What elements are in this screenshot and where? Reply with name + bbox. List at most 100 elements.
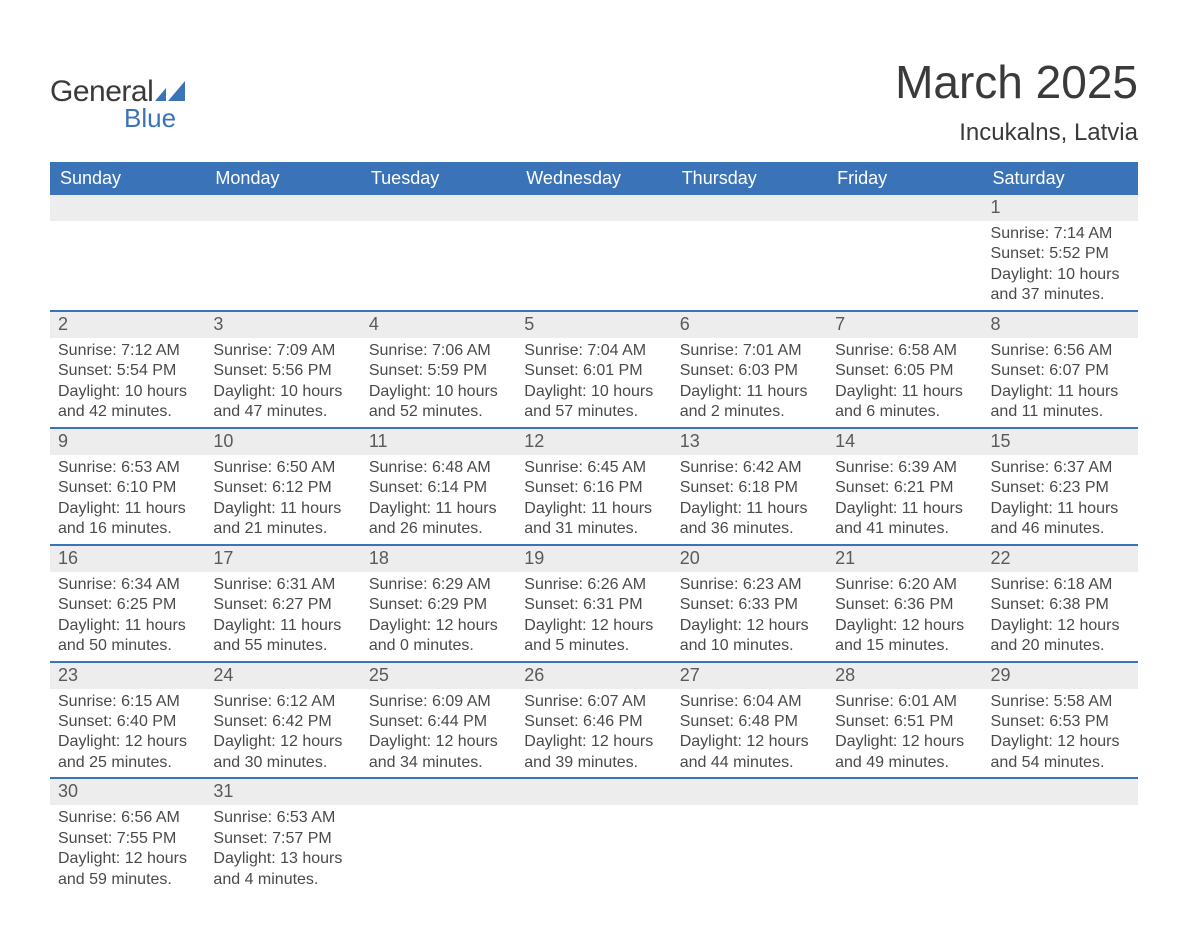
day-number: 13 bbox=[672, 429, 827, 455]
day-number: 24 bbox=[205, 663, 360, 689]
location: Incukalns, Latvia bbox=[895, 119, 1138, 147]
daylight-text: Daylight: 12 hours and 44 minutes. bbox=[680, 732, 819, 773]
day-header: Saturday bbox=[983, 162, 1138, 195]
sunrise-text: Sunrise: 6:39 AM bbox=[835, 458, 974, 478]
day-body: Sunrise: 6:01 AMSunset: 6:51 PMDaylight:… bbox=[827, 689, 982, 778]
day-cell bbox=[672, 778, 827, 894]
daylight-text: Daylight: 11 hours and 55 minutes. bbox=[213, 616, 352, 657]
week-row: 23Sunrise: 6:15 AMSunset: 6:40 PMDayligh… bbox=[50, 662, 1138, 779]
logo: General Blue bbox=[50, 55, 185, 134]
day-body: Sunrise: 6:26 AMSunset: 6:31 PMDaylight:… bbox=[516, 572, 671, 661]
week-row: 2Sunrise: 7:12 AMSunset: 5:54 PMDaylight… bbox=[50, 311, 1138, 428]
day-body bbox=[361, 805, 516, 890]
day-cell: 14Sunrise: 6:39 AMSunset: 6:21 PMDayligh… bbox=[827, 428, 982, 545]
logo-text-blue: Blue bbox=[124, 103, 185, 134]
sunrise-text: Sunrise: 6:53 AM bbox=[58, 458, 197, 478]
day-body: Sunrise: 7:12 AMSunset: 5:54 PMDaylight:… bbox=[50, 338, 205, 427]
day-number bbox=[205, 195, 360, 221]
sunset-text: Sunset: 5:59 PM bbox=[369, 361, 508, 381]
sunrise-text: Sunrise: 6:56 AM bbox=[991, 341, 1130, 361]
day-cell bbox=[361, 778, 516, 894]
day-body: Sunrise: 7:14 AMSunset: 5:52 PMDaylight:… bbox=[983, 221, 1138, 310]
day-number: 20 bbox=[672, 546, 827, 572]
sunset-text: Sunset: 7:57 PM bbox=[213, 829, 352, 849]
sunset-text: Sunset: 6:25 PM bbox=[58, 595, 197, 615]
sunset-text: Sunset: 6:38 PM bbox=[991, 595, 1130, 615]
day-cell: 15Sunrise: 6:37 AMSunset: 6:23 PMDayligh… bbox=[983, 428, 1138, 545]
day-cell: 19Sunrise: 6:26 AMSunset: 6:31 PMDayligh… bbox=[516, 545, 671, 662]
day-number: 29 bbox=[983, 663, 1138, 689]
sunrise-text: Sunrise: 6:53 AM bbox=[213, 808, 352, 828]
day-cell: 12Sunrise: 6:45 AMSunset: 6:16 PMDayligh… bbox=[516, 428, 671, 545]
day-cell: 31Sunrise: 6:53 AMSunset: 7:57 PMDayligh… bbox=[205, 778, 360, 894]
day-cell: 25Sunrise: 6:09 AMSunset: 6:44 PMDayligh… bbox=[361, 662, 516, 779]
sunset-text: Sunset: 6:40 PM bbox=[58, 712, 197, 732]
day-header: Monday bbox=[205, 162, 360, 195]
sunset-text: Sunset: 6:36 PM bbox=[835, 595, 974, 615]
day-number: 22 bbox=[983, 546, 1138, 572]
sunset-text: Sunset: 6:21 PM bbox=[835, 478, 974, 498]
day-cell bbox=[205, 195, 360, 311]
sunrise-text: Sunrise: 6:26 AM bbox=[524, 575, 663, 595]
day-body: Sunrise: 7:04 AMSunset: 6:01 PMDaylight:… bbox=[516, 338, 671, 427]
day-body: Sunrise: 5:58 AMSunset: 6:53 PMDaylight:… bbox=[983, 689, 1138, 778]
day-body bbox=[827, 805, 982, 890]
day-number bbox=[827, 779, 982, 805]
daylight-text: Daylight: 10 hours and 42 minutes. bbox=[58, 382, 197, 423]
daylight-text: Daylight: 12 hours and 20 minutes. bbox=[991, 616, 1130, 657]
daylight-text: Daylight: 10 hours and 52 minutes. bbox=[369, 382, 508, 423]
sunrise-text: Sunrise: 6:15 AM bbox=[58, 692, 197, 712]
sunset-text: Sunset: 6:01 PM bbox=[524, 361, 663, 381]
sunset-text: Sunset: 6:27 PM bbox=[213, 595, 352, 615]
daylight-text: Daylight: 12 hours and 5 minutes. bbox=[524, 616, 663, 657]
day-header: Wednesday bbox=[516, 162, 671, 195]
day-cell bbox=[361, 195, 516, 311]
day-body bbox=[672, 221, 827, 306]
day-body: Sunrise: 6:53 AMSunset: 6:10 PMDaylight:… bbox=[50, 455, 205, 544]
day-cell bbox=[672, 195, 827, 311]
day-body: Sunrise: 6:20 AMSunset: 6:36 PMDaylight:… bbox=[827, 572, 982, 661]
day-cell: 9Sunrise: 6:53 AMSunset: 6:10 PMDaylight… bbox=[50, 428, 205, 545]
day-cell: 17Sunrise: 6:31 AMSunset: 6:27 PMDayligh… bbox=[205, 545, 360, 662]
daylight-text: Daylight: 11 hours and 26 minutes. bbox=[369, 499, 508, 540]
day-number: 25 bbox=[361, 663, 516, 689]
sunrise-text: Sunrise: 7:14 AM bbox=[991, 224, 1130, 244]
day-number: 18 bbox=[361, 546, 516, 572]
sunrise-text: Sunrise: 6:42 AM bbox=[680, 458, 819, 478]
day-cell: 3Sunrise: 7:09 AMSunset: 5:56 PMDaylight… bbox=[205, 311, 360, 428]
sunrise-text: Sunrise: 5:58 AM bbox=[991, 692, 1130, 712]
daylight-text: Daylight: 11 hours and 50 minutes. bbox=[58, 616, 197, 657]
day-body bbox=[827, 221, 982, 306]
day-number bbox=[983, 779, 1138, 805]
day-number: 3 bbox=[205, 312, 360, 338]
day-cell: 18Sunrise: 6:29 AMSunset: 6:29 PMDayligh… bbox=[361, 545, 516, 662]
daylight-text: Daylight: 12 hours and 15 minutes. bbox=[835, 616, 974, 657]
daylight-text: Daylight: 12 hours and 10 minutes. bbox=[680, 616, 819, 657]
day-number: 8 bbox=[983, 312, 1138, 338]
sunset-text: Sunset: 6:46 PM bbox=[524, 712, 663, 732]
sunset-text: Sunset: 6:29 PM bbox=[369, 595, 508, 615]
day-cell: 27Sunrise: 6:04 AMSunset: 6:48 PMDayligh… bbox=[672, 662, 827, 779]
day-body bbox=[516, 221, 671, 306]
day-number: 12 bbox=[516, 429, 671, 455]
day-header: Sunday bbox=[50, 162, 205, 195]
day-cell: 23Sunrise: 6:15 AMSunset: 6:40 PMDayligh… bbox=[50, 662, 205, 779]
sunrise-text: Sunrise: 6:34 AM bbox=[58, 575, 197, 595]
daylight-text: Daylight: 12 hours and 0 minutes. bbox=[369, 616, 508, 657]
day-body: Sunrise: 6:53 AMSunset: 7:57 PMDaylight:… bbox=[205, 805, 360, 894]
daylight-text: Daylight: 12 hours and 59 minutes. bbox=[58, 849, 197, 890]
day-number: 28 bbox=[827, 663, 982, 689]
sunrise-text: Sunrise: 7:09 AM bbox=[213, 341, 352, 361]
daylight-text: Daylight: 12 hours and 39 minutes. bbox=[524, 732, 663, 773]
sunrise-text: Sunrise: 6:48 AM bbox=[369, 458, 508, 478]
day-number bbox=[672, 779, 827, 805]
sunset-text: Sunset: 6:51 PM bbox=[835, 712, 974, 732]
day-cell: 20Sunrise: 6:23 AMSunset: 6:33 PMDayligh… bbox=[672, 545, 827, 662]
daylight-text: Daylight: 11 hours and 36 minutes. bbox=[680, 499, 819, 540]
month-title: March 2025 bbox=[895, 55, 1138, 109]
daylight-text: Daylight: 11 hours and 6 minutes. bbox=[835, 382, 974, 423]
day-body bbox=[50, 221, 205, 306]
sunrise-text: Sunrise: 6:58 AM bbox=[835, 341, 974, 361]
sunset-text: Sunset: 6:05 PM bbox=[835, 361, 974, 381]
day-cell: 11Sunrise: 6:48 AMSunset: 6:14 PMDayligh… bbox=[361, 428, 516, 545]
